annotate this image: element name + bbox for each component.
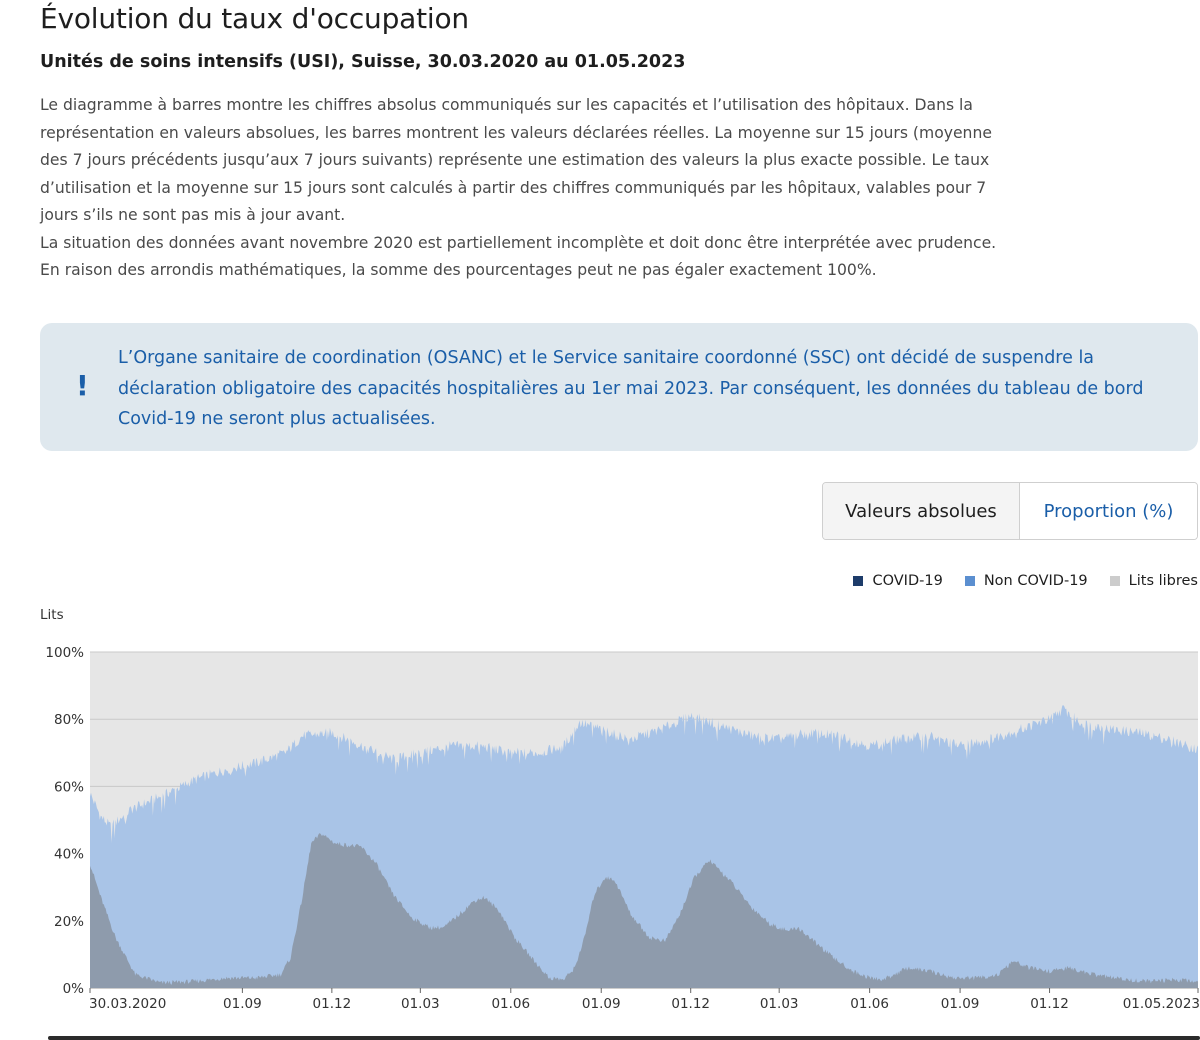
- legend-swatch: [964, 576, 975, 586]
- notice-banner: ! L’Organe sanitaire de coordination (OS…: [40, 323, 1198, 451]
- proportion-button[interactable]: Proportion (%): [1020, 483, 1197, 539]
- x-tick-label: 01.06: [491, 996, 530, 1012]
- x-tick-label: 30.03.2020: [89, 996, 166, 1012]
- exclamation-icon: !: [76, 369, 89, 402]
- legend-label: Non COVID-19: [983, 573, 1088, 589]
- y-tick-label: 80%: [54, 712, 84, 728]
- y-tick-label: 60%: [54, 779, 84, 795]
- page-subtitle: Unités de soins intensifs (USI), Suisse,…: [40, 52, 686, 72]
- chart-description: Le diagramme à barres montre les chiffre…: [40, 92, 1000, 285]
- x-tick-label: 01.09: [941, 996, 980, 1012]
- y-tick-label: 40%: [54, 847, 84, 863]
- x-tick-label: 01.06: [850, 996, 889, 1012]
- legend-label: COVID-19: [872, 573, 943, 589]
- legend-label: Lits libres: [1128, 573, 1198, 589]
- chart-legend: COVID-19 Non COVID-19 Lits libres: [853, 573, 1198, 589]
- view-toggle: Valeurs absolues Proportion (%): [822, 482, 1198, 540]
- occupancy-chart: Lits 0% 20% 40% 60% 80% 100% 30.03.2020 01.09 0…: [40, 607, 1200, 1012]
- legend-item-free-beds[interactable]: Lits libres: [1109, 573, 1198, 589]
- legend-item-covid[interactable]: COVID-19: [853, 573, 943, 589]
- x-tick-label: 01.03: [760, 996, 799, 1012]
- x-tick-label: 01.12: [671, 996, 710, 1012]
- x-tick-label: 01.03: [401, 996, 440, 1012]
- y-tick-label: 100%: [45, 645, 84, 661]
- y-tick-label: 20%: [54, 914, 84, 930]
- x-tick-label: 01.05.2023: [1123, 996, 1200, 1012]
- series-area-covid: [90, 833, 1198, 988]
- legend-swatch: [853, 576, 864, 586]
- absolute-values-button[interactable]: Valeurs absolues: [823, 483, 1020, 539]
- x-tick-label: 01.12: [313, 996, 352, 1012]
- legend-swatch: [1109, 576, 1120, 586]
- description-paragraph: La situation des données avant novembre …: [40, 233, 997, 280]
- page-title: Évolution du taux d'occupation: [40, 2, 469, 35]
- y-axis-label: Lits: [40, 607, 64, 623]
- y-tick-label: 0%: [63, 981, 85, 997]
- legend-item-non-covid[interactable]: Non COVID-19: [964, 573, 1088, 589]
- x-tick-label: 01.09: [582, 996, 621, 1012]
- description-paragraph: Le diagramme à barres montre les chiffre…: [40, 96, 992, 224]
- chart-scrollbar[interactable]: [48, 1036, 1200, 1040]
- x-tick-label: 01.12: [1030, 996, 1069, 1012]
- notice-text: L’Organe sanitaire de coordination (OSAN…: [118, 348, 1144, 429]
- x-tick-label: 01.09: [223, 996, 262, 1012]
